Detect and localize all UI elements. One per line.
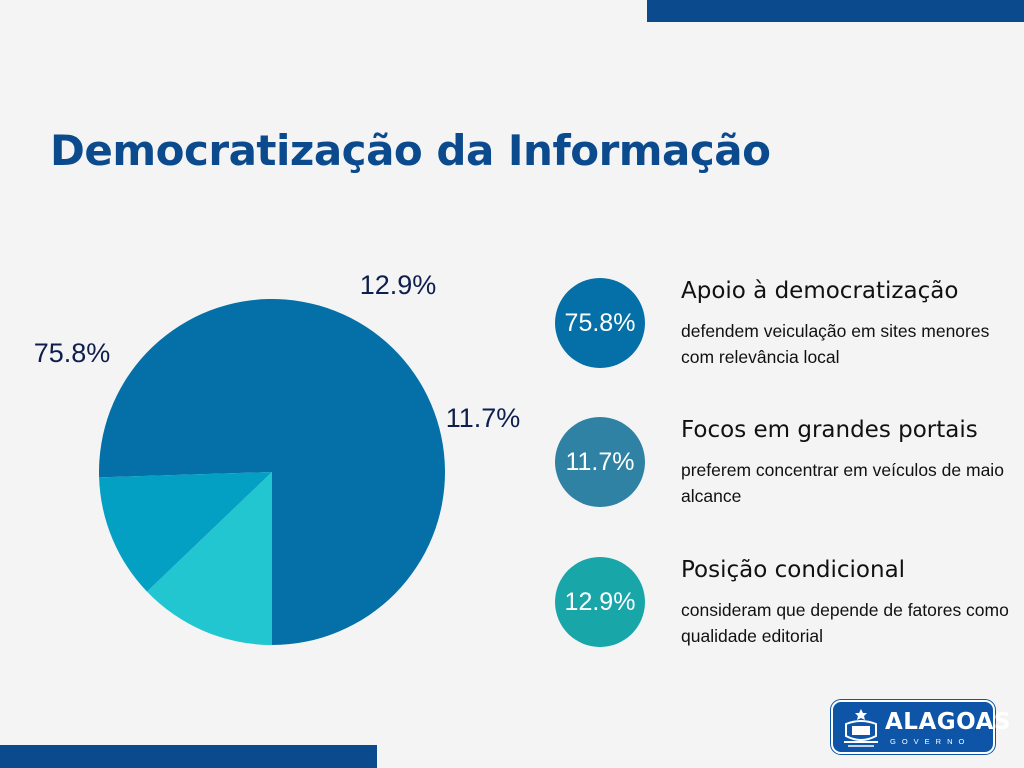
legend-heading: Posição condicional: [681, 557, 906, 583]
legend-value-circle: 11.7%: [555, 417, 645, 507]
logo-subtitle: GOVERNO: [890, 737, 971, 746]
pie-slice: [99, 472, 272, 592]
legend-heading: Apoio à democratização: [681, 278, 959, 304]
pie-slice-label: 11.7%: [446, 403, 521, 433]
pie-labels: 75.8% 12.9% 11.7%: [34, 270, 521, 433]
bottom-accent-bar: [0, 745, 377, 768]
state-crest-icon: [844, 709, 878, 747]
government-logo: ALAGOAS GOVERNO: [831, 700, 1010, 754]
pie-slice-label: 12.9%: [360, 270, 437, 300]
legend-item-apoio: 75.8% Apoio à democratização defendem ve…: [555, 278, 1015, 388]
legend-description: preferem concentrar em veículos de maio …: [681, 460, 1004, 506]
top-accent-bar: [647, 0, 1024, 22]
legend-heading: Focos em grandes portais: [681, 417, 978, 443]
legend-value-circle: 12.9%: [555, 557, 645, 647]
legend-description: defendem veiculação em sites menores com…: [681, 321, 990, 367]
pie-slice: [147, 472, 272, 645]
legend-description: consideram que depende de fatores como q…: [681, 600, 1009, 646]
legend-item-posicao: 12.9% Posição condicional consideram que…: [555, 557, 1015, 667]
legend-item-focos: 11.7% Focos em grandes portais preferem …: [555, 417, 1015, 527]
page-title: Democratização da Informação: [50, 126, 771, 175]
pie-slice-label: 75.8%: [34, 338, 111, 368]
legend-value-circle: 75.8%: [555, 278, 645, 368]
pie-slices: [99, 299, 445, 645]
logo-name: ALAGOAS: [885, 709, 1011, 735]
